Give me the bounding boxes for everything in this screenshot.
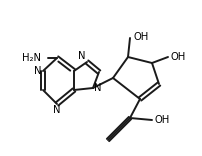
Text: N: N <box>94 83 101 93</box>
Text: N: N <box>78 51 86 61</box>
Text: OH: OH <box>170 52 185 62</box>
Text: H₂N: H₂N <box>22 53 41 63</box>
Text: OH: OH <box>133 32 148 42</box>
Text: N: N <box>53 105 60 115</box>
Text: OH: OH <box>154 115 169 125</box>
Text: N: N <box>34 66 42 76</box>
